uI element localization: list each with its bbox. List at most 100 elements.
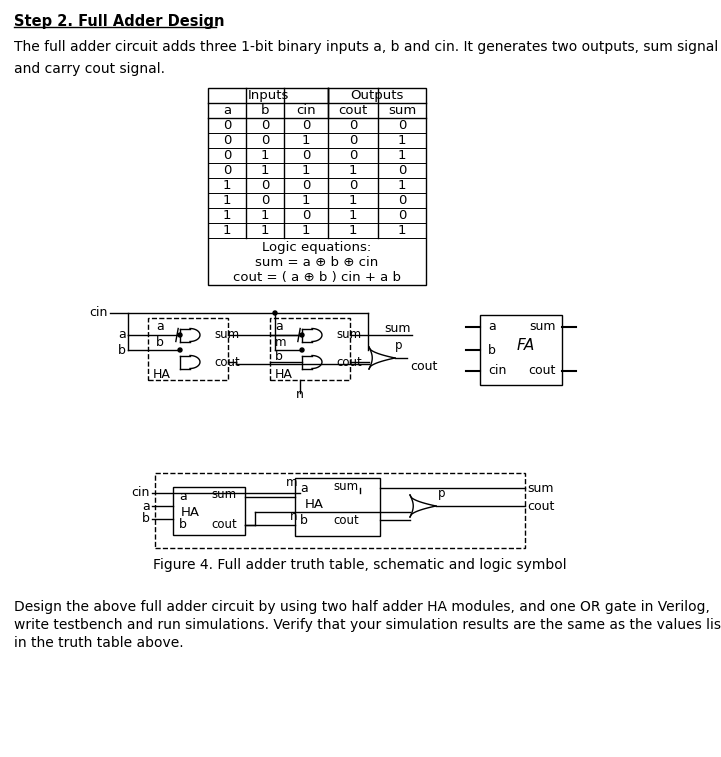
Text: 1: 1 [349,224,357,237]
Text: 0: 0 [349,119,357,132]
Text: 0: 0 [223,149,231,162]
Text: 0: 0 [349,134,357,147]
Text: cout: cout [211,519,236,531]
Text: b: b [275,350,283,363]
Text: 1: 1 [398,224,406,237]
Text: cout: cout [528,365,556,378]
Circle shape [300,348,304,352]
Text: 1: 1 [398,149,406,162]
Text: 0: 0 [349,149,357,162]
Text: 1: 1 [223,209,231,222]
Text: Outputs: Outputs [350,89,404,102]
Text: Step 2. Full Adder Design: Step 2. Full Adder Design [14,14,224,29]
Text: 1: 1 [261,149,269,162]
Circle shape [178,333,182,337]
Text: Figure 4. Full adder truth table, schematic and logic symbol: Figure 4. Full adder truth table, schema… [153,558,567,572]
Text: sum: sum [333,479,358,493]
Bar [295,478,380,536]
Text: cout: cout [527,500,554,512]
Text: m: m [275,337,286,350]
Text: sum: sum [384,322,410,335]
Text: cin: cin [132,487,150,500]
Circle shape [178,348,182,352]
Text: 1: 1 [398,134,406,147]
Text: b: b [118,344,126,357]
Text: 0: 0 [398,164,406,177]
Text: sum: sum [529,320,556,334]
Text: sum: sum [211,488,236,501]
Text: 1: 1 [261,209,269,222]
Text: cout = ( a ⊕ b ) cin + a b: cout = ( a ⊕ b ) cin + a b [233,270,401,284]
Text: n: n [296,388,304,400]
Text: a: a [156,319,164,332]
Text: HA: HA [305,497,324,510]
Text: 0: 0 [223,134,231,147]
Circle shape [300,333,304,337]
Text: sum: sum [388,104,416,117]
Text: b: b [261,104,269,117]
Text: 0: 0 [302,209,310,222]
Text: Inputs: Inputs [247,89,288,102]
Text: 1: 1 [223,194,231,207]
Text: a: a [275,319,283,332]
Text: Logic equations:: Logic equations: [262,241,371,254]
Text: 0: 0 [398,209,406,222]
Text: Design the above full adder circuit by using two half adder HA modules, and one : Design the above full adder circuit by u… [14,600,710,614]
Text: a: a [223,104,231,117]
Text: 1: 1 [398,179,406,192]
Bar [480,315,562,385]
Text: 1: 1 [302,164,310,177]
Text: 0: 0 [261,134,269,147]
Text: 1: 1 [261,224,269,237]
Text: b: b [142,512,150,525]
Text: write testbench and run simulations. Verify that your simulation results are the: write testbench and run simulations. Ver… [14,618,721,632]
Text: HA: HA [153,367,171,381]
Text: sum = a ⊕ b ⊕ cin: sum = a ⊕ b ⊕ cin [255,256,379,269]
Text: 1: 1 [223,224,231,237]
Text: 1: 1 [349,194,357,207]
Text: 0: 0 [223,119,231,132]
Text: 0: 0 [398,194,406,207]
Text: sum: sum [527,481,554,494]
Text: p: p [395,339,402,353]
Circle shape [273,311,277,315]
Text: cout: cout [333,513,359,527]
Text: 0: 0 [261,119,269,132]
Text: 0: 0 [302,149,310,162]
Text: 0: 0 [261,179,269,192]
Text: cout: cout [214,356,240,369]
Text: 1: 1 [302,224,310,237]
Bar [270,318,350,380]
Text: 1: 1 [302,134,310,147]
Text: 1: 1 [261,164,269,177]
Text: 0: 0 [302,119,310,132]
Text: and carry cout signal.: and carry cout signal. [14,62,165,76]
Text: p: p [438,488,446,500]
Text: sum: sum [214,329,239,341]
Text: a: a [142,500,150,512]
Text: a: a [300,481,308,494]
Text: a: a [179,491,187,503]
Text: 0: 0 [349,179,357,192]
Text: n: n [290,509,297,522]
Bar [148,318,228,380]
Text: b: b [179,519,187,531]
Text: m: m [286,476,297,490]
Text: a: a [488,320,496,334]
Text: HA: HA [181,506,200,519]
Text: b: b [488,344,496,357]
Text: HA: HA [275,367,293,381]
Text: 0: 0 [261,194,269,207]
Text: The full adder circuit adds three 1-bit binary inputs a, b and cin. It generates: The full adder circuit adds three 1-bit … [14,40,718,54]
Text: b: b [156,337,164,350]
Text: cin: cin [488,365,506,378]
Text: cin: cin [89,307,108,319]
Text: 1: 1 [223,179,231,192]
Text: b: b [300,513,308,527]
Text: in the truth table above.: in the truth table above. [14,636,184,650]
Text: 0: 0 [302,179,310,192]
Bar [173,487,245,535]
Text: FA: FA [517,338,535,353]
Text: sum: sum [336,329,361,341]
Text: cout: cout [338,104,368,117]
